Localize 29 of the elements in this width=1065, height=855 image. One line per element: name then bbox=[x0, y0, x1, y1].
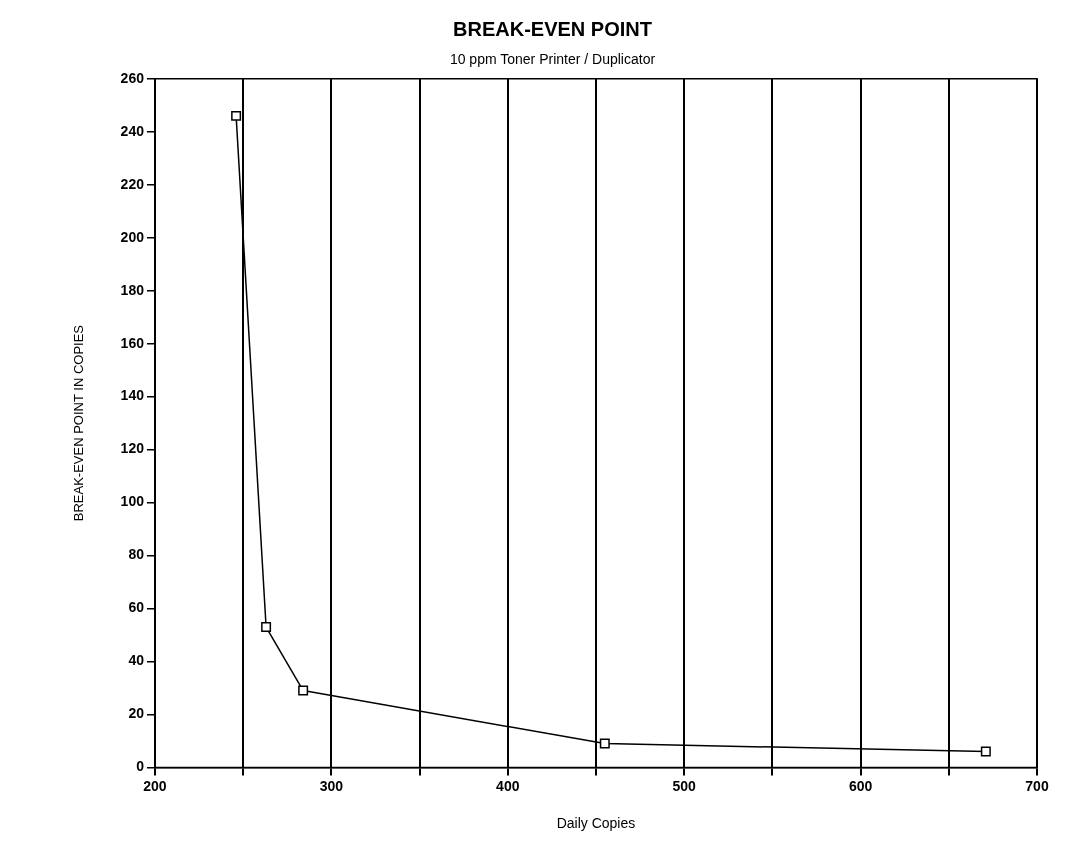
y-tick-label: 120 bbox=[120, 440, 145, 457]
y-axis-title: BREAK-EVEN POINT IN COPIES bbox=[71, 324, 87, 522]
chart-title: BREAK-EVEN POINT bbox=[453, 17, 652, 40]
y-tick-label: 20 bbox=[128, 705, 145, 722]
x-tick-label: 700 bbox=[1025, 777, 1049, 794]
x-tick-label: 200 bbox=[143, 777, 167, 794]
point bbox=[980, 746, 991, 757]
point bbox=[599, 738, 610, 749]
point bbox=[298, 685, 309, 696]
x-tick-label: 300 bbox=[319, 777, 344, 794]
y-tick-label: 220 bbox=[120, 175, 145, 192]
y-tick-label: 200 bbox=[120, 228, 145, 245]
x-tick-label: 600 bbox=[848, 777, 873, 794]
y-tick-label: 0 bbox=[136, 758, 145, 775]
y-tick-label: 160 bbox=[120, 334, 145, 351]
y-tick-label: 60 bbox=[128, 599, 145, 616]
y-tick-label: 40 bbox=[128, 652, 145, 669]
y-tick-label: 180 bbox=[120, 281, 145, 298]
y-tick-label: 100 bbox=[120, 493, 145, 510]
point bbox=[231, 110, 242, 121]
y-tick-label: 80 bbox=[128, 546, 145, 563]
point bbox=[261, 622, 272, 633]
x-tick-label: 400 bbox=[496, 777, 520, 794]
x-axis-title: Daily Copies bbox=[556, 815, 636, 832]
y-tick-label: 240 bbox=[120, 122, 145, 139]
chart-subtitle: 10 ppm Toner Printer / Duplicator bbox=[449, 51, 656, 68]
y-tick-label: 260 bbox=[120, 69, 145, 86]
y-tick-label: 140 bbox=[120, 387, 145, 404]
x-tick-label: 500 bbox=[672, 777, 697, 794]
